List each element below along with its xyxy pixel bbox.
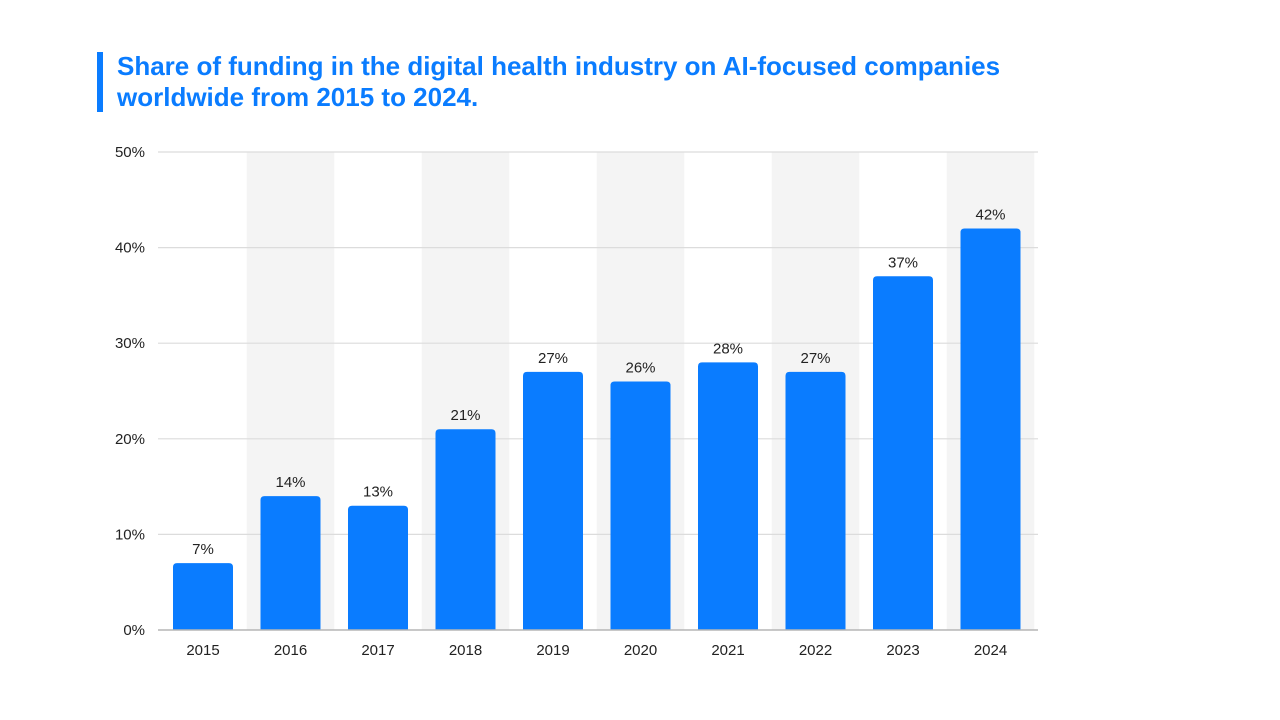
data-label-2016: 14% [275,474,305,491]
bar-2023 [873,276,933,630]
bar-2015 [173,563,233,630]
x-axis-categories: 2015 2016 2017 2018 2019 2020 2021 2022 2023 2024 [186,642,1007,659]
x-tick-label-2017: 2017 [361,642,394,659]
bars [173,228,1021,631]
y-tick-label: 20% [115,431,145,448]
bar-2019 [523,371,583,630]
y-tick-label: 50% [115,144,145,161]
data-label-2015: 7% [192,541,214,558]
bar-2018 [435,429,496,630]
data-label-2019: 27% [538,350,568,367]
bar-2020 [610,381,671,630]
data-labels: 7% 14% 13% 21% 27% 26% 28% 27% 37% 42% [192,206,1005,558]
data-label-2023: 37% [888,254,918,271]
bar-2021 [698,362,758,630]
y-tick-label: 40% [115,240,145,257]
data-label-2018: 21% [450,407,480,424]
data-label-2022: 27% [800,350,830,367]
bar-2024 [960,228,1021,631]
y-tick-label: 10% [115,526,145,543]
x-tick-label-2016: 2016 [274,642,307,659]
data-label-2020: 26% [625,359,655,376]
title-block: Share of funding in the digital health i… [97,51,1077,112]
chart-title: Share of funding in the digital health i… [117,51,1001,112]
data-label-2021: 28% [713,340,743,357]
x-tick-label-2020: 2020 [624,642,657,659]
y-axis-ticks: 0% 10% 20% 30% 40% 50% [115,144,145,639]
x-tick-label-2024: 2024 [974,642,1007,659]
bar-2017 [348,505,408,630]
data-label-2024: 42% [975,206,1005,223]
bar-2016 [260,496,321,630]
y-tick-label: 30% [115,335,145,352]
x-tick-label-2015: 2015 [186,642,219,659]
x-tick-label-2023: 2023 [886,642,919,659]
x-tick-label-2022: 2022 [799,642,832,659]
y-tick-label: 0% [123,622,145,639]
data-label-2017: 13% [363,484,393,501]
x-tick-label-2018: 2018 [449,642,482,659]
x-tick-label-2019: 2019 [536,642,569,659]
bar-2022 [785,371,846,630]
x-tick-label-2021: 2021 [711,642,744,659]
